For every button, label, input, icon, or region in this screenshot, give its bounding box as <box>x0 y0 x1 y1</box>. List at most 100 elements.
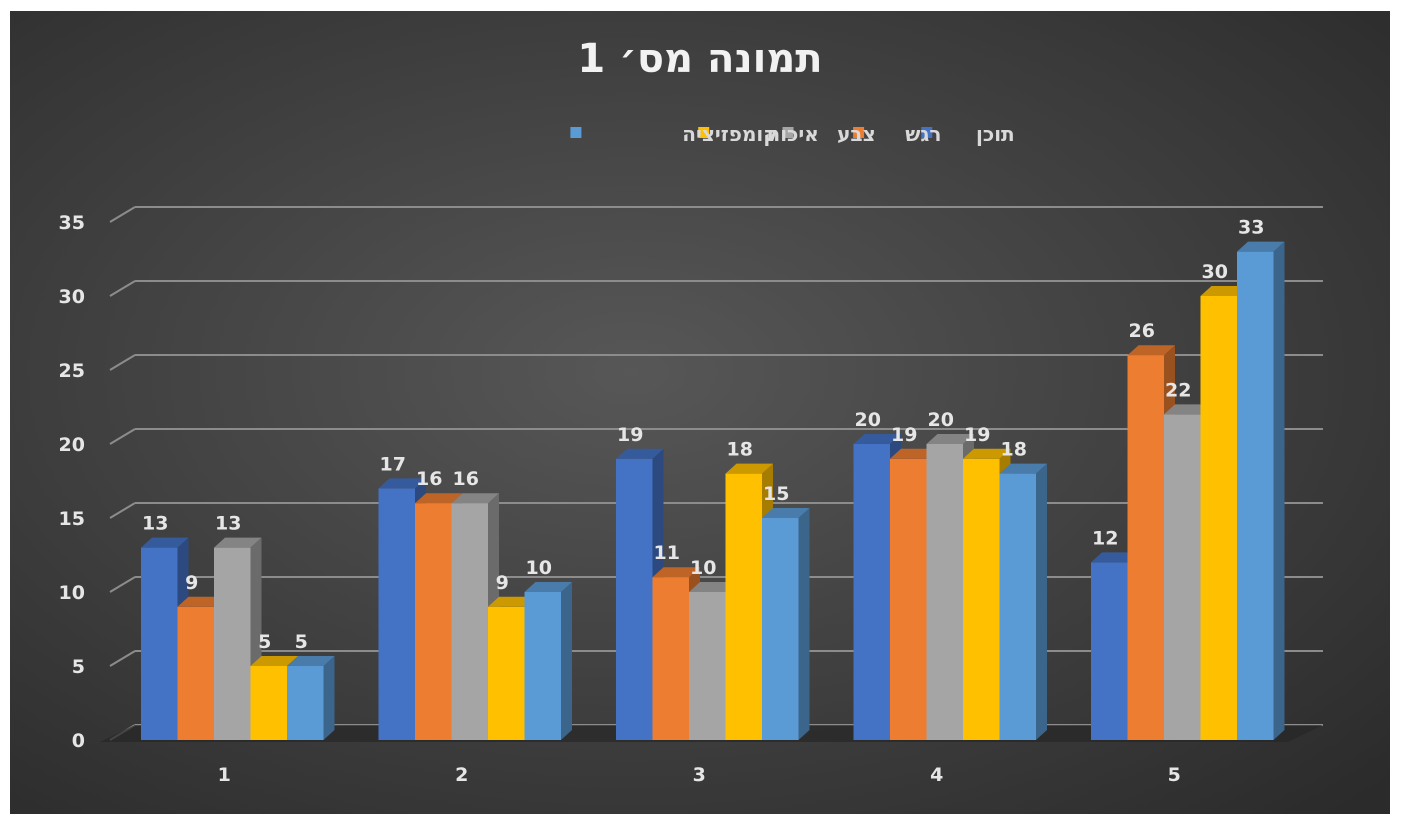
data-label: 5 <box>295 631 308 653</box>
chart-container: תמונה מס׳ 1 תוכן רגש צבע איכות קומפזיציה 0 5 1… <box>10 11 1390 814</box>
bar-front <box>141 547 178 740</box>
x-tick-label: 3 <box>693 764 706 786</box>
bar-front <box>250 666 287 740</box>
x-tick-label: 4 <box>930 764 943 786</box>
gridline-diagonal <box>109 428 136 445</box>
bar-top <box>853 434 901 444</box>
bar-front <box>963 458 1000 740</box>
data-label: 22 <box>1165 379 1191 401</box>
bar-top <box>652 567 700 578</box>
bar-front <box>451 503 488 740</box>
legend-swatch <box>698 127 710 138</box>
x-tick-label: 2 <box>455 764 468 786</box>
bar-side <box>1273 241 1285 740</box>
bar-front <box>524 592 561 740</box>
gridline-diagonal <box>109 206 136 223</box>
data-label: 18 <box>1001 439 1027 461</box>
bar-top <box>287 656 335 666</box>
legend-label: קומפזיציה <box>682 122 778 146</box>
bar-top <box>141 537 189 548</box>
bar-side <box>798 508 810 740</box>
bar <box>1237 241 1285 740</box>
data-label: 10 <box>690 557 716 579</box>
bar-front <box>1237 251 1274 740</box>
legend-swatch <box>570 127 582 138</box>
data-label: 19 <box>964 424 990 446</box>
data-label: 13 <box>215 513 241 535</box>
bar-front <box>853 444 890 740</box>
y-tick-label: 0 <box>72 730 85 752</box>
legend-label: איכות <box>767 122 819 146</box>
legend-item: רגש <box>853 122 941 146</box>
bar-front <box>890 458 927 740</box>
legend-label: תוכן <box>976 122 1015 146</box>
data-label: 30 <box>1202 261 1228 283</box>
chart-title: תמונה מס׳ 1 <box>577 36 822 82</box>
bar-top <box>616 448 664 459</box>
bar <box>762 508 810 740</box>
bar-top <box>378 478 426 489</box>
bar-top <box>725 463 773 474</box>
data-label: 9 <box>185 572 198 594</box>
x-tick-label: 5 <box>1168 764 1181 786</box>
data-label: 19 <box>617 424 643 446</box>
bar-top <box>890 448 938 459</box>
bars <box>141 241 1285 740</box>
bar-front <box>689 592 726 740</box>
gridline-diagonal <box>109 502 136 519</box>
y-tick-label: 20 <box>59 434 85 456</box>
bar-front <box>214 547 251 740</box>
y-tick-label: 10 <box>59 582 85 604</box>
bar-front <box>999 473 1036 740</box>
legend-label: צבע <box>837 122 876 146</box>
data-label: 11 <box>654 542 680 564</box>
bar-top <box>999 463 1047 474</box>
y-tick-label: 30 <box>59 286 85 308</box>
data-label: 17 <box>380 453 406 475</box>
bar-top <box>689 582 737 592</box>
bar <box>1164 404 1212 740</box>
data-label: 18 <box>727 439 753 461</box>
bar-front <box>762 518 799 740</box>
data-label: 20 <box>928 409 954 431</box>
bar-front <box>488 606 525 740</box>
legend-swatch <box>921 127 933 138</box>
data-label: 10 <box>526 557 552 579</box>
data-label: 33 <box>1238 217 1264 239</box>
bar-front <box>1164 414 1201 740</box>
data-label: 20 <box>855 409 881 431</box>
data-label: 26 <box>1129 320 1155 342</box>
bar-side <box>1036 463 1047 740</box>
legend-item: צבע <box>782 122 876 146</box>
bar-top <box>1237 241 1285 252</box>
y-axis: 0 5 10 15 20 25 30 35 <box>59 212 85 752</box>
data-label: 12 <box>1092 527 1118 549</box>
bar <box>524 582 572 740</box>
bar-top <box>1164 404 1212 415</box>
bar-top <box>524 582 572 592</box>
bar-top <box>250 656 298 666</box>
bar-front <box>415 503 452 740</box>
bar-front <box>177 606 214 740</box>
bar-top <box>1091 552 1139 563</box>
bar-front <box>1091 562 1128 740</box>
legend-label: רגש <box>905 122 941 146</box>
bar-top <box>488 596 536 607</box>
data-label: 16 <box>453 468 479 490</box>
bar-top <box>1200 286 1248 296</box>
bar-front <box>378 488 415 740</box>
y-tick-label: 25 <box>59 360 85 382</box>
data-label: 9 <box>496 572 509 594</box>
y-tick-label: 35 <box>59 212 85 234</box>
bar-front <box>725 473 762 740</box>
gridline-diagonal <box>109 576 136 593</box>
bar-front <box>287 666 324 740</box>
data-label: 5 <box>258 631 271 653</box>
bar <box>214 537 262 740</box>
bar-front <box>926 444 963 740</box>
bar <box>999 463 1047 740</box>
data-label: 16 <box>416 468 442 490</box>
bar <box>287 656 335 740</box>
